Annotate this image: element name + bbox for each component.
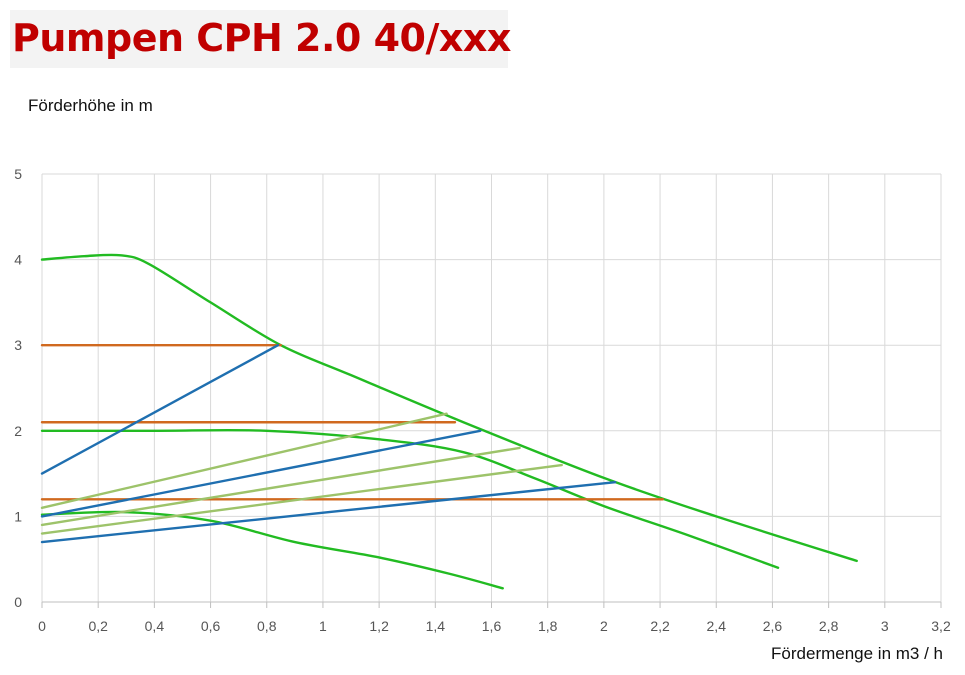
series-line-light-green-9 [40, 412, 448, 510]
series-line-light-green-11 [40, 463, 563, 535]
y-tick-label: 4 [14, 252, 22, 268]
series-line-blue-6 [40, 344, 280, 475]
y-tick-label: 2 [14, 423, 22, 439]
x-tick-label: 2,6 [763, 618, 783, 634]
x-tick-label: 3 [881, 618, 889, 634]
series-line-light-green-10 [40, 446, 521, 527]
y-tick-label: 0 [14, 594, 22, 610]
series-line-green-1 [40, 428, 780, 569]
tick-labels: 0 0,2 0,4 0,6 0,8 1 1,2 1,4 1,6 1,8 2 2,2 2,4 2,6 2,8 3… [14, 166, 951, 634]
x-tick-label: 0,2 [88, 618, 108, 634]
title-banner [10, 10, 508, 68]
x-tick-label: 2,4 [707, 618, 727, 634]
y-tick-label: 5 [14, 166, 22, 182]
series-line-green-0 [40, 253, 858, 563]
x-tick-label: 0 [38, 618, 46, 634]
series-line-blue-7 [40, 429, 482, 518]
grid [41, 173, 942, 608]
series-line-blue-8 [40, 480, 617, 544]
x-tick-label: 1,8 [538, 618, 558, 634]
x-tick-label: 2 [600, 618, 608, 634]
x-tick-label: 2,8 [819, 618, 839, 634]
series-lines [40, 253, 858, 590]
y-tick-label: 1 [14, 508, 22, 524]
x-tick-label: 1,6 [482, 618, 502, 634]
x-tick-label: 3,2 [931, 618, 951, 634]
x-tick-label: 0,8 [257, 618, 277, 634]
y-axis-label: Förderhöhe in m [28, 96, 153, 115]
x-tick-label: 0,6 [201, 618, 221, 634]
x-tick-label: 1 [319, 618, 327, 634]
x-tick-label: 2,2 [650, 618, 670, 634]
x-tick-label: 0,4 [145, 618, 165, 634]
chart-title: Pumpen CPH 2.0 40/xxx [12, 16, 511, 60]
x-axis-label: Fördermenge in m3 / h [771, 644, 943, 663]
y-tick-label: 3 [14, 337, 22, 353]
x-tick-label: 1,2 [369, 618, 389, 634]
x-tick-label: 1,4 [426, 618, 446, 634]
